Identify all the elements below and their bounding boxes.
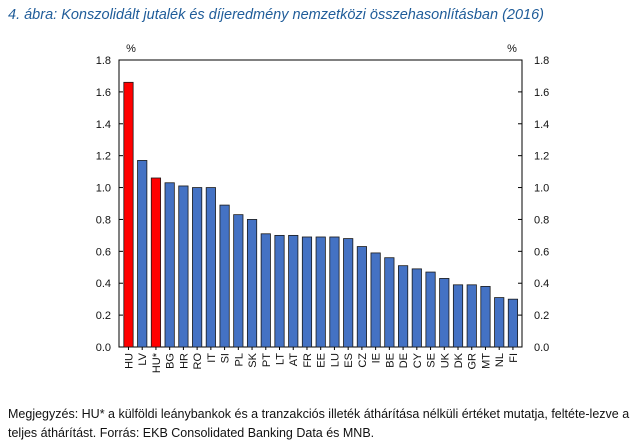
y-tick-label-right: 0.2	[534, 310, 549, 322]
y-tick-label-right: 1.6	[534, 87, 549, 99]
y-tick-label-right: 0.8	[534, 214, 549, 226]
bar-lu	[329, 236, 340, 348]
footnote: Megjegyzés: HU* a külföldi leánybankok é…	[8, 407, 630, 440]
bar-hu-star	[150, 177, 162, 348]
bar-ro	[192, 187, 203, 348]
bar-lv	[137, 160, 148, 348]
y-tick-label-right: 0.4	[534, 278, 549, 290]
bar-nl	[494, 297, 505, 348]
x-tick-label: EE	[316, 353, 328, 368]
x-tick-label: DK	[453, 352, 465, 368]
y-tick-label-left: 0.6	[96, 246, 111, 258]
chart-title: 4. ábra: Konszolidált jutalék és díjered…	[8, 7, 544, 23]
x-tick-label: AT	[288, 353, 300, 367]
bar-es	[343, 238, 354, 348]
bar-chart: 0.0 0.0 0.2 0.2 0.4 0.4 0.6 0.6 0.8 0.8 1.0 1.0 1.2 1…	[96, 43, 550, 373]
bar-ie	[370, 252, 381, 348]
x-tick-label: FR	[302, 353, 314, 368]
x-tick-label: UK	[439, 352, 451, 368]
x-tick-label: GR	[467, 353, 479, 370]
y-tick-label-left: 0.4	[96, 278, 111, 290]
bar-cy	[411, 268, 422, 348]
bar-ee	[315, 236, 326, 348]
category-labels: HU LV HU* BG HR RO IT SI PL SK PT LT AT FR EE LU ES CZ IE B…	[123, 347, 520, 373]
x-tick-label: BG	[165, 353, 177, 369]
y-tick-label-left: 1.0	[96, 183, 111, 195]
x-tick-label: ES	[343, 353, 355, 368]
bar-pl	[233, 214, 244, 348]
x-tick-label: MT	[480, 353, 492, 369]
x-tick-label: FI	[508, 353, 520, 363]
y-tick-label-left: 0.8	[96, 214, 111, 226]
bar-lt	[274, 234, 285, 348]
y-tick-label-right: 1.2	[534, 151, 549, 163]
x-tick-label: SI	[220, 353, 232, 363]
x-tick-label: HU*	[151, 352, 163, 373]
y-tick-label-right: 1.0	[534, 183, 549, 195]
x-tick-label: LV	[137, 352, 149, 365]
y-unit-left: %	[126, 43, 136, 55]
x-tick-label: CY	[412, 352, 424, 368]
bar-pt	[260, 233, 271, 348]
y-tick-label-left: 0.2	[96, 310, 111, 322]
bar-bg	[164, 182, 175, 348]
bar-cz	[356, 246, 367, 348]
chart-axes: 0.0 0.0 0.2 0.2 0.4 0.4 0.6 0.6 0.8 0.8 1.0 1.0 1.2 1…	[96, 43, 550, 354]
bar-be	[384, 257, 395, 348]
x-tick-label: SK	[247, 352, 259, 367]
chart-bars	[123, 81, 519, 348]
bar-uk	[439, 278, 450, 348]
bar-sk	[246, 219, 258, 348]
bar-se	[425, 271, 436, 348]
y-tick-label-right: 1.8	[534, 55, 549, 67]
x-tick-label: BE	[384, 353, 396, 368]
bar-gr	[466, 284, 477, 348]
x-tick-label: NL	[494, 353, 506, 367]
bar-fi	[507, 298, 519, 348]
x-tick-label: PL	[233, 353, 245, 366]
bar-it	[205, 187, 216, 348]
y-tick-label-left: 1.4	[96, 119, 111, 131]
bar-at	[288, 234, 299, 348]
x-tick-label: RO	[192, 353, 204, 370]
x-tick-label: CZ	[357, 353, 369, 368]
x-tick-label: SE	[426, 353, 438, 368]
x-tick-label: IT	[206, 353, 218, 363]
y-tick-label-right: 0.6	[534, 246, 549, 258]
bar-dk	[452, 284, 464, 348]
y-tick-label-left: 0.0	[96, 342, 111, 354]
y-unit-right: %	[507, 43, 517, 55]
y-tick-label-left: 1.2	[96, 151, 111, 163]
x-tick-label: DE	[398, 353, 410, 368]
bar-de	[398, 265, 409, 348]
bar-fr	[301, 236, 313, 348]
x-tick-label: IE	[371, 353, 383, 363]
y-tick-label-right: 0.0	[534, 342, 549, 354]
x-tick-label: PT	[261, 353, 273, 367]
x-tick-label: LT	[275, 353, 287, 365]
bar-si	[219, 204, 230, 348]
x-tick-label: HR	[178, 353, 190, 369]
x-tick-label: LU	[329, 353, 341, 367]
bar-mt	[480, 286, 491, 348]
bar-hr	[178, 185, 189, 348]
y-tick-label-left: 1.6	[96, 87, 111, 99]
x-tick-label: HU	[123, 353, 135, 369]
bar-hu	[123, 81, 134, 348]
y-tick-label-left: 1.8	[96, 55, 111, 67]
y-tick-label-right: 1.4	[534, 119, 549, 131]
